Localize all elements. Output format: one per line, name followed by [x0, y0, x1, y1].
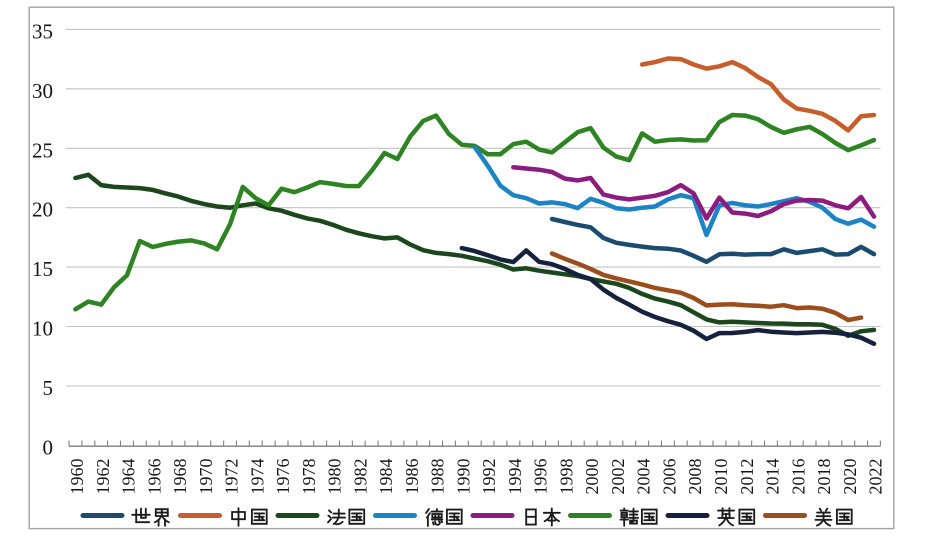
svg-text:1982: 1982 — [350, 459, 370, 495]
svg-text:15: 15 — [32, 257, 53, 281]
svg-text:1996: 1996 — [531, 459, 551, 495]
svg-text:1960: 1960 — [67, 459, 87, 495]
svg-text:1970: 1970 — [196, 459, 216, 495]
svg-text:35: 35 — [32, 19, 53, 43]
svg-text:10: 10 — [32, 317, 53, 341]
svg-text:1974: 1974 — [247, 459, 267, 495]
svg-text:20: 20 — [32, 198, 53, 222]
svg-text:1984: 1984 — [376, 459, 396, 495]
svg-text:1978: 1978 — [299, 459, 319, 495]
svg-text:1976: 1976 — [273, 459, 293, 495]
svg-text:5: 5 — [43, 376, 54, 400]
svg-text:1990: 1990 — [453, 459, 473, 495]
svg-text:2002: 2002 — [608, 459, 628, 495]
svg-text:1988: 1988 — [428, 459, 448, 495]
svg-text:1986: 1986 — [402, 459, 422, 495]
svg-text:2020: 2020 — [840, 459, 860, 495]
svg-text:2006: 2006 — [660, 459, 680, 495]
svg-text:1964: 1964 — [119, 459, 139, 495]
svg-text:2018: 2018 — [814, 459, 834, 495]
svg-text:25: 25 — [32, 138, 53, 162]
svg-text:2022: 2022 — [866, 459, 886, 495]
svg-text:1968: 1968 — [170, 459, 190, 495]
svg-text:2000: 2000 — [582, 459, 602, 495]
svg-text:30: 30 — [32, 79, 53, 103]
svg-text:1994: 1994 — [505, 459, 525, 495]
svg-text:1962: 1962 — [93, 459, 113, 495]
svg-text:2012: 2012 — [737, 459, 757, 495]
svg-text:1972: 1972 — [222, 459, 242, 495]
svg-text:2016: 2016 — [788, 459, 808, 495]
svg-text:2010: 2010 — [711, 459, 731, 495]
svg-text:2008: 2008 — [685, 459, 705, 495]
svg-text:1992: 1992 — [479, 459, 499, 495]
svg-text:2004: 2004 — [634, 459, 654, 495]
svg-text:1966: 1966 — [144, 459, 164, 495]
svg-text:0: 0 — [43, 435, 54, 459]
svg-text:2014: 2014 — [763, 459, 783, 495]
svg-text:1980: 1980 — [325, 459, 345, 495]
svg-text:1998: 1998 — [556, 459, 576, 495]
